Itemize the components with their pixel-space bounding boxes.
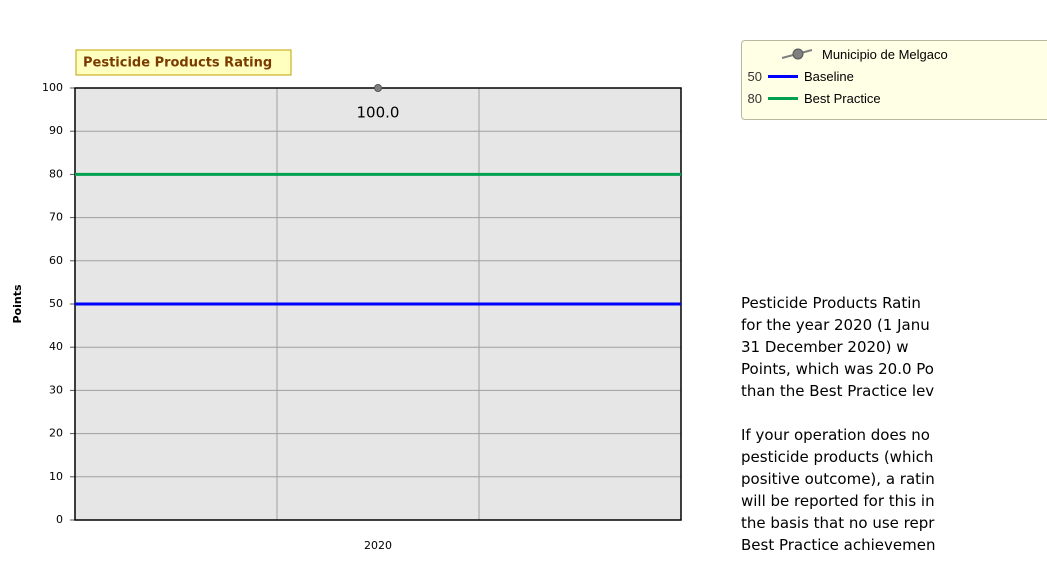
chart: 0 10 20 30 40 50 60 70 80 90 100 Points 2020 100.0 Pes… [11,49,682,550]
y-tick-label: 10 [49,470,63,483]
text-line: than the Best Practice lev [741,382,935,400]
text-line: will be reported for this in [741,492,935,510]
y-tick-label: 30 [49,383,63,396]
text-line: Points, which was 20.0 Po [741,360,934,378]
legend-entry: 50 Baseline [742,65,854,87]
y-tick-label: 50 [49,297,63,310]
y-tick-label: 80 [49,167,63,180]
y-tick-label: 90 [49,124,63,137]
y-tick-label: 0 [56,513,63,526]
text-line: If your operation does no [741,426,930,444]
title-box [75,49,292,76]
chart-title: Pesticide Products Rating [83,56,272,71]
page: {"chart_data": {"type": "line", "title":… [11,40,1047,554]
legend-entry: Municipio de Melgaco [742,43,948,65]
legend-swatch [768,74,798,78]
legend-label: Best Practice [804,90,881,106]
paragraph: If your operation does no pesticide produ… [741,424,1047,556]
y-tick-label: 60 [49,254,63,267]
text-line: for the year 2020 (1 Janu [741,316,930,334]
text-line: Pesticide Products Ratin [741,294,921,312]
text-line: the basis that no use repr [741,514,935,532]
text-line: Best Practice achievemen [741,536,936,554]
data-point [374,84,382,92]
paragraph: Pesticide Products Ratin for the year 202… [741,292,1047,402]
legend-value: 80 [747,90,762,106]
text-line: pesticide products (which [741,448,934,466]
x-tick-label: 2020 [364,539,392,550]
legend: Municipio de Melgaco 50 Baseline 80 Best Pra… [741,40,1047,120]
legend-label: Baseline [804,68,854,84]
y-tick-label: 70 [49,211,63,224]
legend-value: 50 [747,68,762,84]
description: Pesticide Products Ratin for the year 202… [741,292,1047,578]
text-line: 31 December 2020) w [741,338,909,356]
legend-dot [792,48,804,60]
legend-label: Municipio de Melgaco [822,46,948,62]
data-label: 100.0 [357,104,400,122]
y-tick-label: 20 [49,427,63,440]
legend-swatch [768,96,798,100]
y-tick-label: 40 [49,340,63,353]
text-line: positive outcome), a ratin [741,470,935,488]
y-axis-label: Points [11,284,24,323]
legend-marker [781,48,813,60]
y-tick-label: 100 [42,81,63,94]
legend-entry: 80 Best Practice [742,87,881,109]
